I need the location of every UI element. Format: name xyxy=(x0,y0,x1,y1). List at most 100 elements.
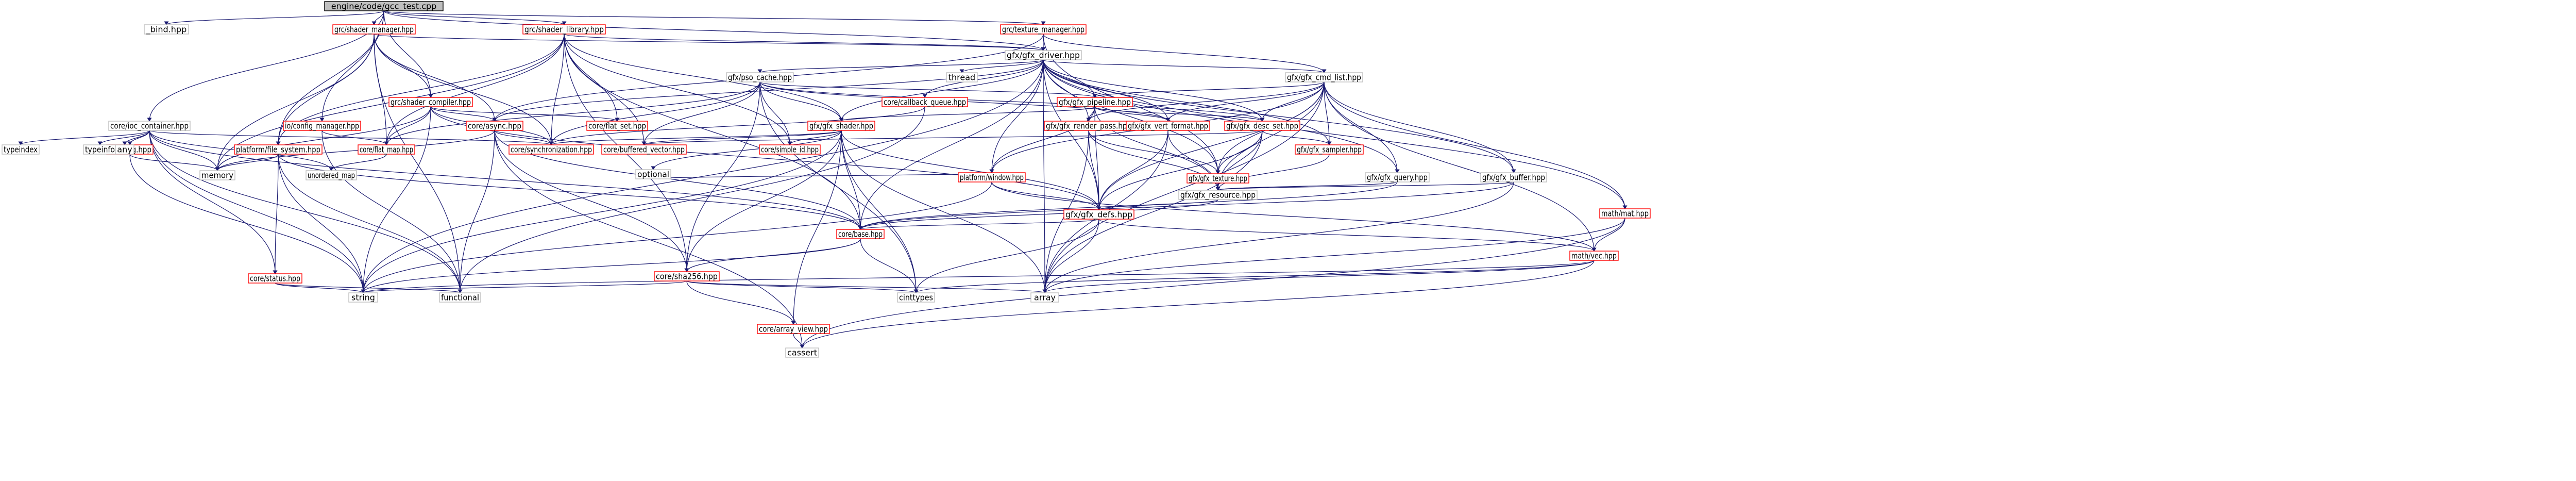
edge-root-to-shader_compiler xyxy=(383,10,431,98)
node-gfx-resource: gfx/gfx_resource.hpp xyxy=(1178,190,1258,201)
arrowhead-ioc-to-typeindex xyxy=(18,141,23,145)
edge-gfx_shader-to-cinttypes xyxy=(841,130,917,293)
node-gfx-shader[interactable]: gfx/gfx_shader.hpp xyxy=(807,121,875,131)
node-typeinfo: typeinfo xyxy=(83,144,117,155)
node-window[interactable]: platform/window.hpp xyxy=(958,172,1026,183)
node-vec[interactable]: math/vec.hpp xyxy=(1569,251,1619,261)
edge-async-to-sync xyxy=(494,130,552,145)
node-sync[interactable]: core/synchronization.hpp xyxy=(509,144,594,155)
edge-gfx_driver-to-gfx_buffer xyxy=(1043,59,1514,173)
node-gfx-pipeline[interactable]: gfx/gfx_pipeline.hpp xyxy=(1057,97,1133,108)
node-simple-id[interactable]: core/simple_id.hpp xyxy=(759,144,821,155)
node-box xyxy=(1063,209,1134,220)
node-desc-set[interactable]: gfx/gfx_desc_set.hpp xyxy=(1224,121,1300,131)
node-shader-lib[interactable]: grc/shader_library.hpp xyxy=(522,24,606,35)
arrowhead-root-to-config_mgr xyxy=(319,118,325,122)
node-mat[interactable]: math/mat.hpp xyxy=(1599,208,1651,219)
node-thread: thread xyxy=(946,72,978,82)
edge-root-to-texture_mgr xyxy=(383,10,1044,25)
edge-log-to-string xyxy=(129,154,364,293)
edge-mat-to-cassert xyxy=(802,218,1625,349)
arrowhead-config_mgr-to-flat_map xyxy=(384,141,389,145)
node-render-pass[interactable]: gfx/gfx_render_pass.hpp xyxy=(1044,121,1133,131)
edge-ioc-to-sync xyxy=(149,130,552,145)
node-label: gfx/gfx_shader.hpp xyxy=(809,121,873,131)
node-buffered-vector[interactable]: core/buffered_vector.hpp xyxy=(601,144,687,155)
edge-status-to-string xyxy=(275,283,364,293)
node-label: typeinfo xyxy=(85,145,115,155)
edge-base-to-sha256 xyxy=(686,238,861,272)
arrowhead-gfx_driver-to-callback_queue xyxy=(922,94,927,98)
edge-gfx_shader-to-sha256 xyxy=(686,130,842,272)
arrowhead-sha256-to-string xyxy=(361,289,366,293)
arrowhead-gfx_driver-to-thread xyxy=(959,69,964,73)
edge-desc_set-to-array xyxy=(1044,130,1263,293)
edge-gfx_driver-to-pso_cache xyxy=(759,59,1044,73)
node-gfx-defs[interactable]: gfx/gfx_defs.hpp xyxy=(1063,209,1134,220)
node-vert-format[interactable]: gfx/gfx_vert_format.hpp xyxy=(1126,121,1210,131)
edge-gfx_driver-to-gfx_shader xyxy=(841,59,1044,122)
arrowhead-desc_set-to-gfx_texture xyxy=(1215,170,1221,174)
edge-ioc-to-string xyxy=(149,130,364,293)
node-async[interactable]: core/async.hpp xyxy=(466,121,523,131)
edge-gfx_defs-to-base xyxy=(860,219,1099,230)
edge-base-to-string xyxy=(363,238,861,293)
node-box xyxy=(1057,97,1133,107)
node-memory: memory xyxy=(199,170,235,180)
node-label: math/vec.hpp xyxy=(1571,251,1617,261)
node-box xyxy=(785,347,819,358)
node-flat-map[interactable]: core/flat_map.hpp xyxy=(358,144,415,155)
node-label: engine/code/gcc_test.cpp xyxy=(331,2,437,12)
edge-gfx_driver-to-mat xyxy=(1043,59,1625,209)
edge-sha256-to-array xyxy=(686,280,1045,293)
node-label: optional xyxy=(637,170,669,179)
arrowhead-gfx_pipeline-to-window xyxy=(989,169,994,173)
edge-desc_set-to-buffered_vector xyxy=(643,130,1263,145)
node-shader-mgr[interactable]: grc/shader_manager.hpp xyxy=(332,24,416,35)
edge-gfx_resource-to-base xyxy=(860,199,1218,230)
edge-pso_cache-to-cinttypes xyxy=(759,81,917,293)
node-label: core/sha256.hpp xyxy=(656,272,718,281)
arrowhead-cmd_list-to-gfx_query xyxy=(1395,169,1400,173)
node-box xyxy=(882,97,968,107)
node-gfx-texture[interactable]: gfx/gfx_texture.hpp xyxy=(1187,173,1249,184)
node-label: _bind.hpp xyxy=(146,25,187,35)
node-root[interactable]: engine/code/gcc_test.cpp xyxy=(324,1,444,12)
node-box xyxy=(1599,208,1651,219)
edge-async-to-memory xyxy=(217,130,495,171)
node-array-view[interactable]: core/array_view.hpp xyxy=(757,324,830,335)
node-box xyxy=(1030,292,1059,303)
edge-root-to-shader_lib xyxy=(383,10,565,25)
node-shader-compiler[interactable]: grc/shader_compiler.hpp xyxy=(388,97,473,108)
edge-shader_compiler-to-string xyxy=(363,106,431,293)
node-status[interactable]: core/status.hpp xyxy=(248,273,302,284)
edge-pso_cache-to-flat_map xyxy=(386,81,760,145)
edge-cmd_list-to-gfx_resource xyxy=(1217,81,1325,191)
node-sha256[interactable]: core/sha256.hpp xyxy=(654,271,720,281)
arrowhead-ioc-to-log xyxy=(127,141,132,145)
edge-fs-to-base xyxy=(278,154,861,230)
edge-gfx_driver-to-cmd_list xyxy=(1043,59,1325,73)
node-label: gfx/gfx_desc_set.hpp xyxy=(1226,121,1298,131)
node-array: array xyxy=(1030,292,1059,303)
node-label: core/simple_id.hpp xyxy=(761,145,819,155)
node-config-mgr[interactable]: io/config_manager.hpp xyxy=(283,121,361,131)
node-label: platform/window.hpp xyxy=(960,173,1024,183)
node-optional: optional xyxy=(635,169,671,179)
node-box xyxy=(509,144,594,155)
edge-config_mgr-to-functional xyxy=(321,130,461,293)
node-callback-queue[interactable]: core/callback_queue.hpp xyxy=(882,97,968,108)
node-base[interactable]: core/base.hpp xyxy=(836,229,885,239)
edge-base-to-cinttypes xyxy=(860,238,917,293)
edge-cmd_list-to-gfx_query xyxy=(1324,81,1398,173)
arrowhead-root-to-bind xyxy=(164,21,169,25)
edge-gfx_shader-to-buffered_vector xyxy=(643,130,842,145)
node-gfx-sampler[interactable]: gfx/gfx_sampler.hpp xyxy=(1295,144,1364,155)
node-texture-mgr[interactable]: grc/texture_manager.hpp xyxy=(1000,24,1087,35)
node-fs[interactable]: platform/file_system.hpp xyxy=(234,144,323,155)
edge-vert_format-to-gfx_defs xyxy=(1098,130,1168,210)
arrowhead-gfx_driver-to-cmd_list xyxy=(1321,69,1327,73)
node-label: core/base.hpp xyxy=(838,229,883,239)
arrowhead-fs-to-status xyxy=(273,270,278,274)
node-flat-set[interactable]: core/flat_set.hpp xyxy=(586,121,648,131)
